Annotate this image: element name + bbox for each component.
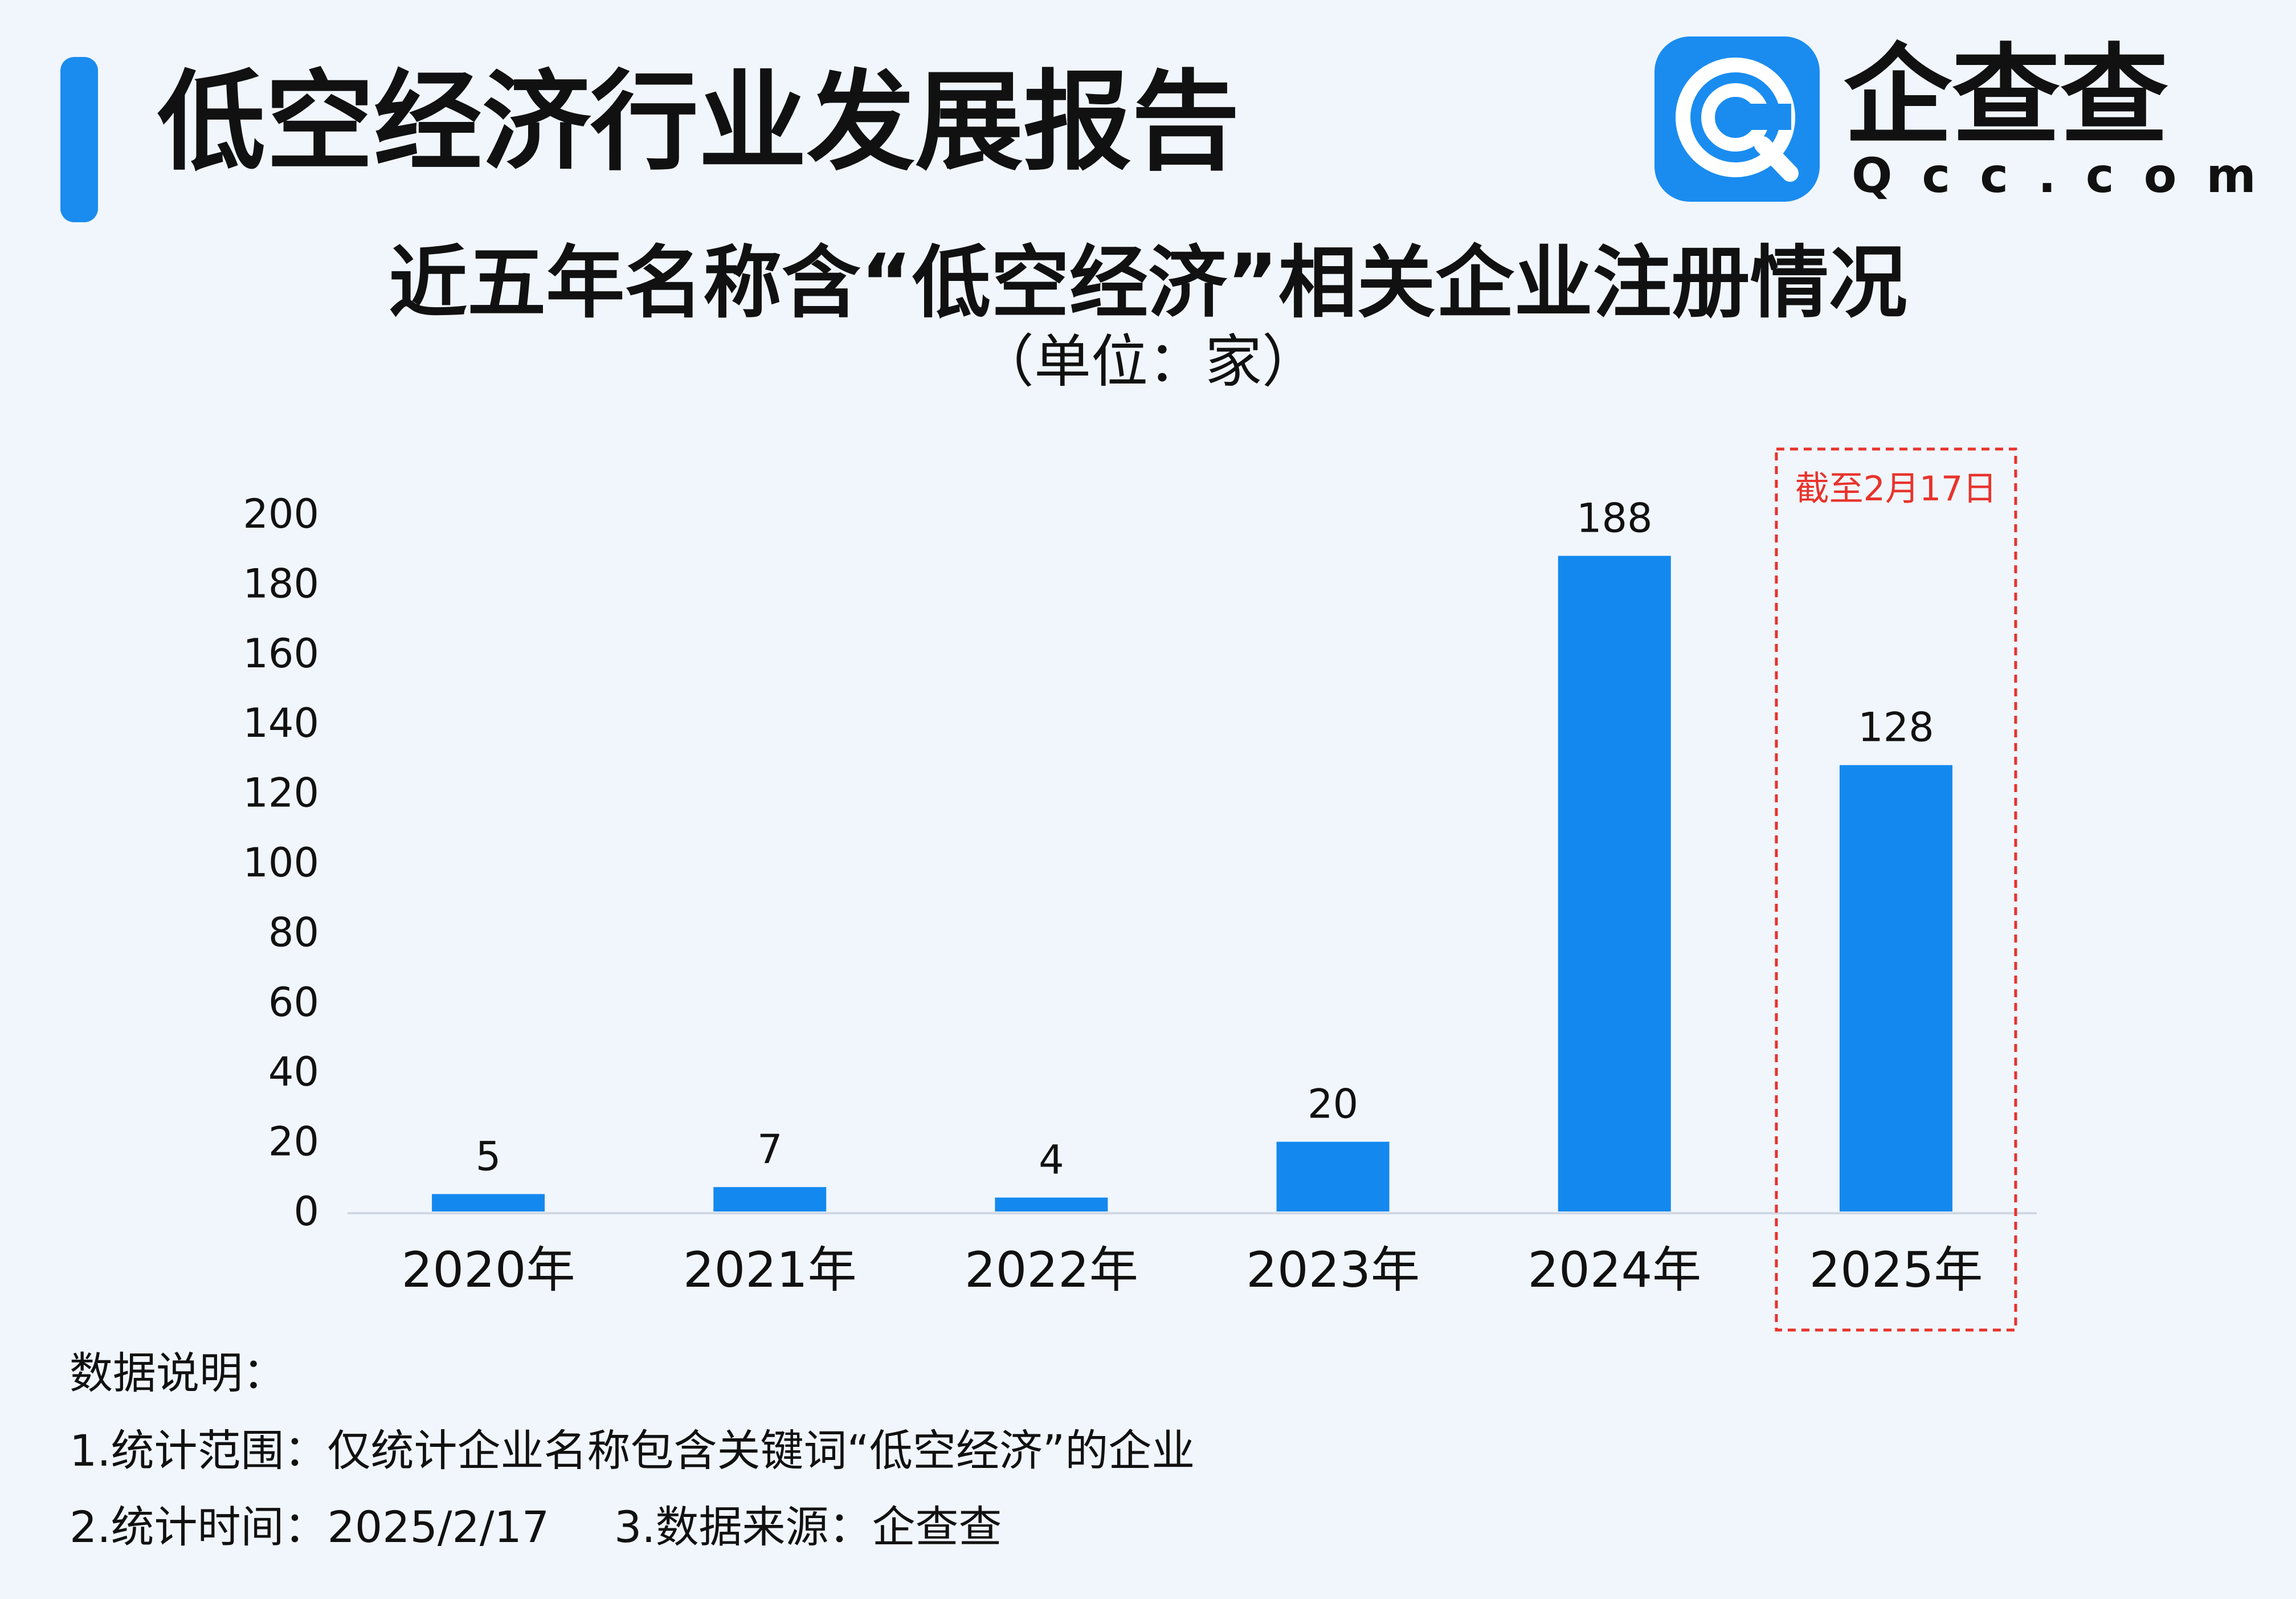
chart-title: 近五年名称含“低空经济”相关企业注册情况 — [389, 237, 1907, 329]
notes-scope: 1.统计范围：仅统计企业名称包含关键词“低空经济”的企业 — [70, 1425, 1195, 1476]
y-tick-label: 140 — [243, 700, 319, 747]
y-tick-label: 80 — [268, 909, 319, 956]
y-tick-label: 0 — [293, 1188, 319, 1235]
bar-2020年 — [432, 1194, 545, 1212]
y-tick-label: 180 — [243, 560, 319, 607]
logo-name: 企查查 — [1844, 33, 2169, 159]
header-accent-bar — [60, 57, 98, 222]
highlight-label: 截至2月17日 — [1795, 469, 1997, 509]
x-tick-label: 2022年 — [965, 1242, 1138, 1299]
data-label: 20 — [1308, 1081, 1358, 1128]
x-tick-label: 2024年 — [1527, 1242, 1701, 1299]
notes-heading: 数据说明： — [70, 1348, 286, 1398]
y-tick-label: 40 — [268, 1049, 319, 1095]
chart-subtitle: （单位：家） — [977, 328, 1319, 395]
bar-2025年 — [1839, 765, 1952, 1212]
x-tick-label: 2020年 — [402, 1242, 575, 1299]
y-tick-label: 20 — [268, 1119, 319, 1165]
y-tick-label: 160 — [243, 630, 319, 677]
data-label: 128 — [1858, 704, 1934, 751]
bar-2021年 — [713, 1187, 827, 1212]
x-tick-label: 2021年 — [683, 1242, 857, 1299]
data-label: 5 — [476, 1133, 501, 1180]
x-tick-label: 2023年 — [1246, 1242, 1420, 1299]
notes-time: 2.统计时间：2025/2/17 — [70, 1502, 550, 1552]
bar-2022年 — [995, 1197, 1108, 1212]
notes-source: 3.数据来源：企查查 — [614, 1502, 1002, 1552]
y-tick-label: 100 — [243, 839, 319, 886]
x-tick-label: 2025年 — [1809, 1242, 1983, 1299]
data-label: 4 — [1039, 1137, 1064, 1184]
y-tick-label: 60 — [268, 979, 319, 1026]
data-label: 7 — [757, 1126, 783, 1173]
y-tick-label: 120 — [243, 770, 319, 817]
bar-2023年 — [1276, 1141, 1390, 1212]
y-tick-label: 200 — [243, 491, 319, 537]
logo-domain: Qcc.com — [1852, 148, 2286, 203]
data-label: 188 — [1576, 495, 1653, 541]
report-title: 低空经济行业发展报告 — [157, 59, 1240, 185]
qcc-logo-icon — [1654, 36, 1820, 202]
bar-2024年 — [1558, 556, 1671, 1212]
